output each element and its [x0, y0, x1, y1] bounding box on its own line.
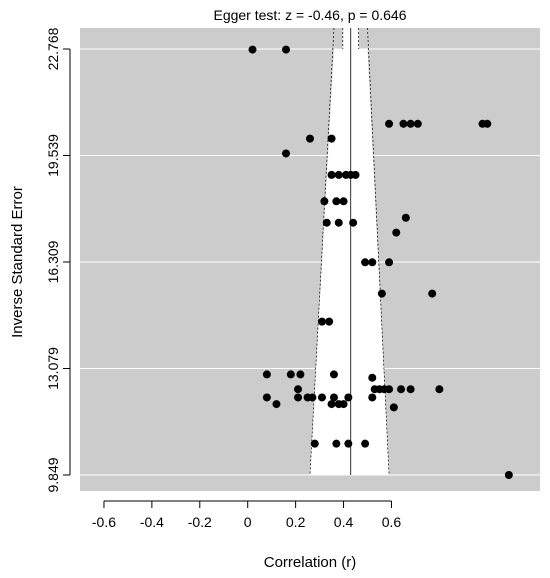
data-point	[385, 119, 394, 128]
funnel-edge-line	[367, 27, 390, 476]
data-point	[368, 393, 377, 402]
y-tick-label: 9.849	[45, 457, 61, 492]
data-point	[262, 370, 271, 379]
data-point	[399, 119, 408, 128]
data-point	[317, 317, 326, 326]
y-tick-label: 19.539	[45, 134, 61, 177]
data-point	[310, 439, 319, 448]
data-point	[327, 170, 336, 179]
data-point	[349, 218, 358, 227]
y-axis-title: Inverse Standard Error	[9, 186, 26, 338]
data-point	[332, 439, 341, 448]
data-point	[308, 393, 317, 402]
data-point	[327, 134, 336, 143]
data-point	[329, 370, 338, 379]
data-point	[413, 119, 422, 128]
data-point	[368, 258, 377, 267]
x-tick-label: 0.4	[334, 514, 354, 530]
data-point	[351, 170, 360, 179]
data-point	[306, 134, 314, 143]
data-point	[361, 258, 370, 267]
data-point	[262, 393, 271, 402]
data-point	[344, 393, 353, 402]
y-tick-label: 16.309	[45, 240, 61, 283]
chart-title: Egger test: z = -0.46, p = 0.646	[213, 7, 406, 23]
data-point	[317, 393, 326, 402]
data-point	[322, 218, 331, 227]
x-tick-label: -0.6	[92, 514, 116, 530]
data-point	[320, 197, 329, 206]
data-points	[248, 45, 513, 479]
data-point	[282, 45, 291, 54]
data-point	[294, 393, 303, 402]
x-tick-label: -0.2	[188, 514, 212, 530]
x-tick-label: 0.6	[382, 514, 402, 530]
x-axis-title: Correlation (r)	[264, 554, 357, 571]
x-tick-label: 0.2	[286, 514, 306, 530]
data-point	[389, 403, 398, 412]
data-point	[392, 228, 401, 237]
data-point	[272, 400, 281, 409]
data-point	[406, 385, 415, 394]
data-point	[339, 197, 348, 206]
plot-background	[80, 28, 540, 491]
y-tick-label: 13.079	[45, 347, 61, 390]
data-point	[327, 400, 336, 409]
data-point	[282, 149, 291, 158]
x-axis: -0.6 -0.4 -0.2 0 0.2 0.4 0.6	[92, 500, 402, 530]
x-tick-label: 0	[244, 514, 252, 530]
data-point	[294, 385, 303, 394]
data-point	[428, 289, 437, 298]
data-point	[296, 370, 305, 379]
y-tick-label: 22.768	[45, 27, 61, 70]
gridlines	[80, 48, 540, 476]
data-point	[504, 471, 513, 479]
data-point	[397, 385, 406, 394]
data-point	[332, 197, 341, 206]
data-point	[435, 385, 444, 394]
data-point	[334, 170, 343, 179]
data-point	[401, 213, 410, 222]
data-point	[344, 439, 353, 448]
data-point	[385, 385, 394, 394]
data-point	[361, 439, 370, 448]
data-point	[483, 119, 492, 128]
data-point	[329, 393, 338, 402]
data-point	[406, 119, 415, 128]
data-point	[385, 258, 394, 267]
data-point	[334, 218, 343, 227]
data-point	[377, 289, 386, 298]
data-point	[368, 373, 377, 382]
data-point	[339, 400, 348, 409]
data-point	[325, 317, 334, 326]
data-point	[248, 45, 257, 54]
y-axis: 9.849 13.079 16.309 19.539 22.768	[45, 27, 71, 493]
data-point	[286, 370, 295, 379]
x-tick-label: -0.4	[140, 514, 164, 530]
